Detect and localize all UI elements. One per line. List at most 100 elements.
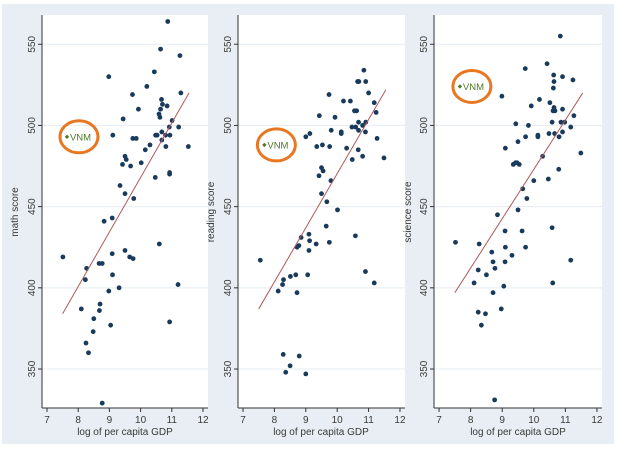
- data-point: [324, 199, 330, 205]
- data-point: [499, 93, 505, 99]
- highlight-label: VNM: [70, 132, 91, 143]
- data-point: [294, 290, 300, 296]
- data-point: [560, 74, 565, 80]
- plot-area: [238, 15, 405, 408]
- y-tick-label: 500: [223, 117, 234, 134]
- highlight-marker: [262, 142, 267, 148]
- data-point: [138, 160, 144, 166]
- y-tick-label: 450: [27, 198, 38, 215]
- y-axis-title: science score: [403, 181, 414, 243]
- data-point: [136, 106, 141, 112]
- fit-line: [62, 92, 190, 315]
- x-tick-label: 12: [591, 415, 603, 426]
- data-point: [371, 100, 377, 106]
- data-point: [106, 74, 112, 80]
- data-point: [177, 53, 183, 58]
- data-point: [523, 244, 528, 250]
- data-point: [528, 103, 534, 109]
- data-point: [344, 145, 350, 151]
- data-point: [366, 90, 371, 96]
- data-point: [158, 46, 163, 52]
- data-point: [294, 244, 300, 250]
- data-point: [328, 127, 334, 133]
- data-point: [106, 288, 112, 294]
- data-point: [547, 100, 553, 106]
- data-point: [490, 259, 496, 265]
- x-tick-label: 8: [75, 415, 81, 426]
- data-point: [296, 353, 302, 359]
- data-point: [516, 162, 522, 167]
- data-point: [158, 106, 163, 112]
- data-point: [320, 168, 326, 174]
- data-point: [160, 101, 165, 107]
- data-point: [360, 153, 366, 159]
- data-point: [122, 191, 128, 197]
- data-point: [347, 98, 353, 104]
- data-point: [471, 280, 477, 286]
- x-tick-label: 9: [107, 415, 113, 426]
- data-point: [323, 223, 329, 229]
- x-tick-label: 12: [197, 415, 209, 426]
- data-point: [498, 306, 504, 312]
- data-point: [484, 272, 489, 278]
- data-point: [130, 92, 135, 97]
- x-tick-label: 7: [44, 415, 50, 426]
- data-point: [515, 139, 521, 145]
- data-point: [142, 147, 148, 153]
- data-point: [537, 97, 542, 102]
- data-point: [535, 134, 541, 140]
- data-point: [164, 103, 170, 109]
- data-point: [354, 108, 360, 114]
- data-point: [128, 163, 134, 169]
- fit-line: [258, 89, 387, 310]
- y-tick-label: 350: [223, 360, 234, 377]
- data-point: [144, 84, 150, 89]
- data-point: [152, 174, 158, 180]
- data-point: [568, 124, 574, 130]
- data-point: [549, 225, 555, 231]
- data-point: [306, 231, 312, 237]
- data-point: [305, 272, 311, 278]
- data-point: [502, 244, 508, 250]
- data-point: [332, 114, 338, 120]
- data-point: [544, 61, 550, 67]
- data-point: [515, 207, 521, 213]
- data-point: [360, 123, 366, 128]
- data-point: [306, 248, 312, 253]
- data-point: [147, 142, 153, 148]
- data-point: [519, 228, 525, 234]
- data-point: [557, 33, 563, 39]
- y-tick-label: 400: [419, 279, 430, 296]
- data-point: [175, 282, 181, 287]
- data-point: [154, 132, 160, 138]
- data-point: [109, 215, 115, 221]
- data-point: [546, 131, 552, 136]
- y-axis-title: math score: [10, 187, 21, 237]
- data-point: [349, 124, 355, 130]
- y-tick-label: 350: [27, 360, 38, 377]
- data-point: [363, 129, 368, 135]
- data-point: [502, 145, 508, 151]
- data-point: [123, 157, 129, 162]
- data-point: [280, 352, 286, 357]
- fit-line: [454, 92, 584, 293]
- data-point: [349, 157, 355, 162]
- data-point: [571, 113, 577, 119]
- data-point: [159, 129, 165, 135]
- x-tick-label: 9: [303, 415, 309, 426]
- data-point: [549, 119, 555, 125]
- data-point: [361, 67, 367, 73]
- data-point: [578, 150, 584, 156]
- y-tick-label: 550: [419, 35, 430, 52]
- data-point: [502, 228, 508, 234]
- highlight-label: VNM: [463, 82, 484, 93]
- data-point: [101, 218, 107, 224]
- data-point: [560, 106, 565, 112]
- data-point: [353, 124, 359, 130]
- data-point: [167, 132, 173, 138]
- data-point: [108, 322, 114, 328]
- data-point: [356, 127, 361, 133]
- data-point: [117, 183, 123, 188]
- data-point: [281, 277, 286, 283]
